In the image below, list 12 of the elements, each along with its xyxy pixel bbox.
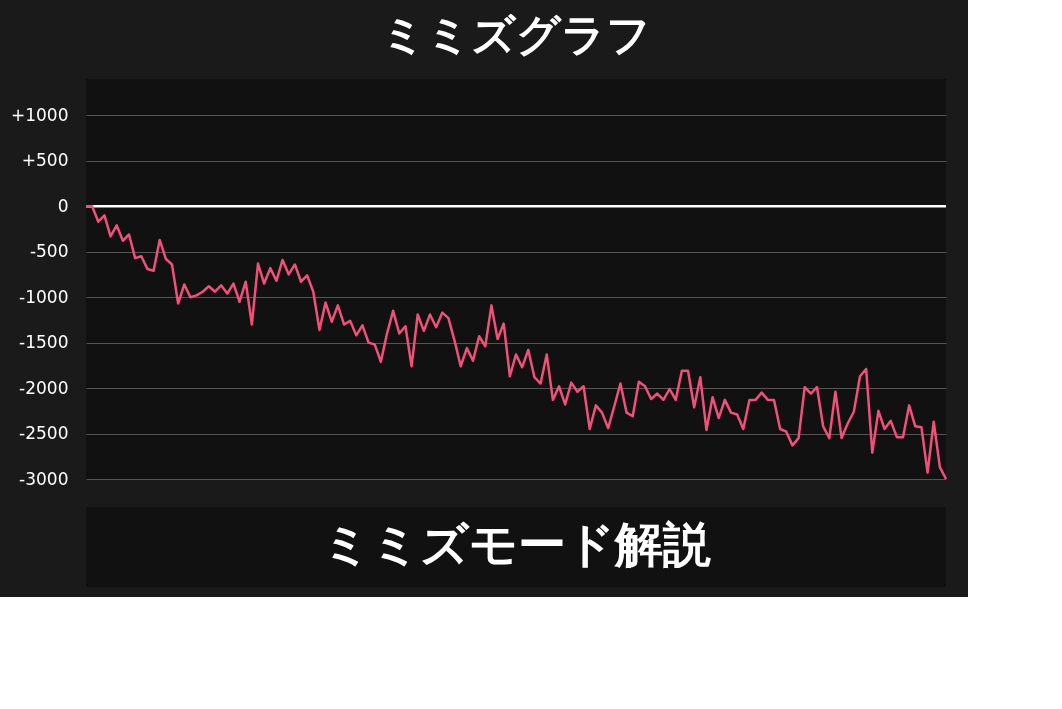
chart-title: ミミズグラフ [381, 9, 651, 60]
line-series [84, 205, 948, 481]
y-tick-label: -2000 [19, 377, 69, 398]
y-tick-label: -500 [29, 241, 69, 262]
y-tick-label: -1000 [19, 286, 69, 307]
y-tick-label: +1000 [10, 104, 69, 125]
y-tick-label: +500 [21, 150, 69, 171]
y-tick-label: 0 [57, 195, 69, 216]
y-tick-label: -2500 [19, 423, 69, 444]
y-tick-label: -1500 [19, 332, 69, 353]
y-tick-label: -3000 [19, 468, 69, 489]
text: ミミズモード解説 [321, 516, 711, 572]
